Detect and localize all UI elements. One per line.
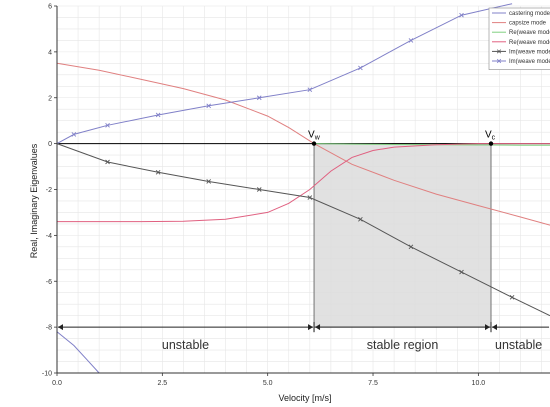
data-point bbox=[206, 103, 212, 109]
y-tick-label: -8 bbox=[46, 325, 52, 332]
x-tick-label: 2.5 bbox=[157, 380, 167, 387]
legend-box bbox=[488, 7, 550, 70]
y-tick-label: -2 bbox=[46, 187, 52, 194]
legend-label: Re(weave mode) bbox=[509, 30, 550, 36]
data-point bbox=[307, 87, 313, 93]
data-point bbox=[459, 269, 464, 275]
data-point bbox=[408, 244, 414, 250]
x-tick-label: 5.0 bbox=[263, 380, 273, 387]
velocity-marker-label: Vc bbox=[485, 130, 496, 142]
region-arrow-head bbox=[485, 324, 491, 331]
region-arrow-head bbox=[492, 324, 498, 331]
region-0: unstable bbox=[56, 322, 315, 352]
series-line bbox=[56, 331, 100, 374]
legend-entry: Im(weave mode) bbox=[492, 58, 550, 65]
data-point bbox=[155, 169, 161, 175]
region-arrow-head bbox=[308, 324, 314, 331]
data-point bbox=[358, 217, 363, 222]
region-2: unstable bbox=[490, 322, 549, 352]
series-line bbox=[56, 62, 550, 226]
legend-label: capsize mode bbox=[509, 21, 547, 27]
legend-marker bbox=[496, 49, 502, 54]
data-point bbox=[206, 179, 212, 184]
region-label: unstable bbox=[495, 338, 542, 352]
legend-label: castering mode bbox=[509, 11, 550, 17]
legend-entry: Re(weave mode) bbox=[492, 40, 550, 46]
stable-region-shading bbox=[313, 143, 492, 328]
stable-region-box bbox=[313, 143, 492, 328]
legend-marker bbox=[496, 58, 502, 64]
legend-label: Re(weave mode) bbox=[509, 40, 550, 46]
data-point bbox=[105, 159, 110, 165]
data-point bbox=[155, 112, 161, 118]
data-point bbox=[358, 65, 363, 71]
data-point bbox=[256, 187, 262, 192]
data-point bbox=[71, 132, 77, 137]
y-tick-label: -10 bbox=[42, 371, 52, 378]
series-line bbox=[313, 143, 550, 146]
region-arrows: unstable stable region unstable bbox=[56, 322, 549, 352]
x-axis-label: Velocity [m/s] bbox=[278, 393, 331, 403]
series-lines bbox=[56, 3, 550, 374]
data-point bbox=[105, 122, 110, 128]
series-5 bbox=[56, 3, 513, 145]
region-label: stable region bbox=[367, 338, 439, 352]
x-tick-label: 10.0 bbox=[472, 380, 486, 387]
data-point bbox=[256, 95, 262, 101]
series-2 bbox=[313, 143, 550, 146]
legend-entry: capsize mode bbox=[492, 21, 547, 27]
y-tick-label: 4 bbox=[48, 49, 52, 56]
y-axis-label: Real, Imaginary Eigenvalues bbox=[29, 143, 39, 258]
legend-label: Im(weave mode) bbox=[509, 49, 550, 55]
region-label: unstable bbox=[162, 338, 209, 352]
data-point bbox=[459, 12, 464, 18]
series-3 bbox=[57, 143, 550, 223]
velocity-marker-dot bbox=[311, 141, 317, 146]
legend: castering mode capsize mode Re(weave mode)… bbox=[488, 7, 550, 70]
y-tick-label: -6 bbox=[46, 279, 52, 286]
legend-entry: Re(weave mode) bbox=[492, 30, 550, 36]
data-point bbox=[509, 294, 515, 300]
y-tick-label: 0 bbox=[48, 141, 52, 148]
series-0 bbox=[56, 331, 100, 374]
region-arrow-head bbox=[58, 324, 63, 331]
x-tick-label: 7.5 bbox=[368, 380, 378, 387]
region-arrow-head bbox=[315, 324, 321, 331]
velocity-marker-dot bbox=[488, 141, 494, 146]
series-1 bbox=[56, 62, 550, 226]
x-tick-label: 0.0 bbox=[52, 380, 62, 387]
data-point bbox=[408, 38, 414, 43]
legend-label: Im(weave mode) bbox=[509, 59, 550, 65]
tick-labels: 0.0 2.5 5.0 7.5 10.0 6 4 2 0 -2 -4 -6 -8 -10 bbox=[42, 4, 485, 388]
velocity-markers: Vw Vc bbox=[308, 130, 496, 146]
y-tick-label: 6 bbox=[48, 4, 52, 11]
series-4 bbox=[56, 143, 550, 317]
legend-entry: castering mode bbox=[492, 11, 550, 17]
data-point bbox=[307, 195, 313, 200]
y-tick-label: 2 bbox=[48, 95, 52, 102]
legend-entry: Im(weave mode) bbox=[492, 49, 550, 55]
series-line bbox=[57, 143, 550, 223]
y-tick-label: -4 bbox=[46, 233, 52, 240]
